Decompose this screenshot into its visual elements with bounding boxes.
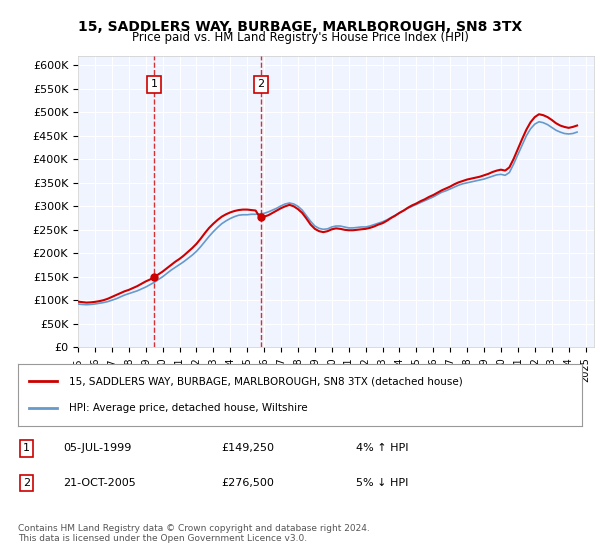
Text: 1: 1 [151,79,158,89]
Text: 2: 2 [23,478,30,488]
Text: 05-JUL-1999: 05-JUL-1999 [63,444,131,454]
Text: 15, SADDLERS WAY, BURBAGE, MARLBOROUGH, SN8 3TX: 15, SADDLERS WAY, BURBAGE, MARLBOROUGH, … [78,20,522,34]
Text: 2: 2 [257,79,264,89]
Text: 15, SADDLERS WAY, BURBAGE, MARLBOROUGH, SN8 3TX (detached house): 15, SADDLERS WAY, BURBAGE, MARLBOROUGH, … [69,376,463,386]
Text: HPI: Average price, detached house, Wiltshire: HPI: Average price, detached house, Wilt… [69,403,307,413]
Text: £276,500: £276,500 [221,478,274,488]
Text: Price paid vs. HM Land Registry's House Price Index (HPI): Price paid vs. HM Land Registry's House … [131,31,469,44]
Text: 4% ↑ HPI: 4% ↑ HPI [356,444,409,454]
Text: 5% ↓ HPI: 5% ↓ HPI [356,478,409,488]
Text: 1: 1 [23,444,30,454]
Text: 21-OCT-2005: 21-OCT-2005 [63,478,136,488]
Text: Contains HM Land Registry data © Crown copyright and database right 2024.
This d: Contains HM Land Registry data © Crown c… [18,524,370,543]
Text: £149,250: £149,250 [221,444,274,454]
